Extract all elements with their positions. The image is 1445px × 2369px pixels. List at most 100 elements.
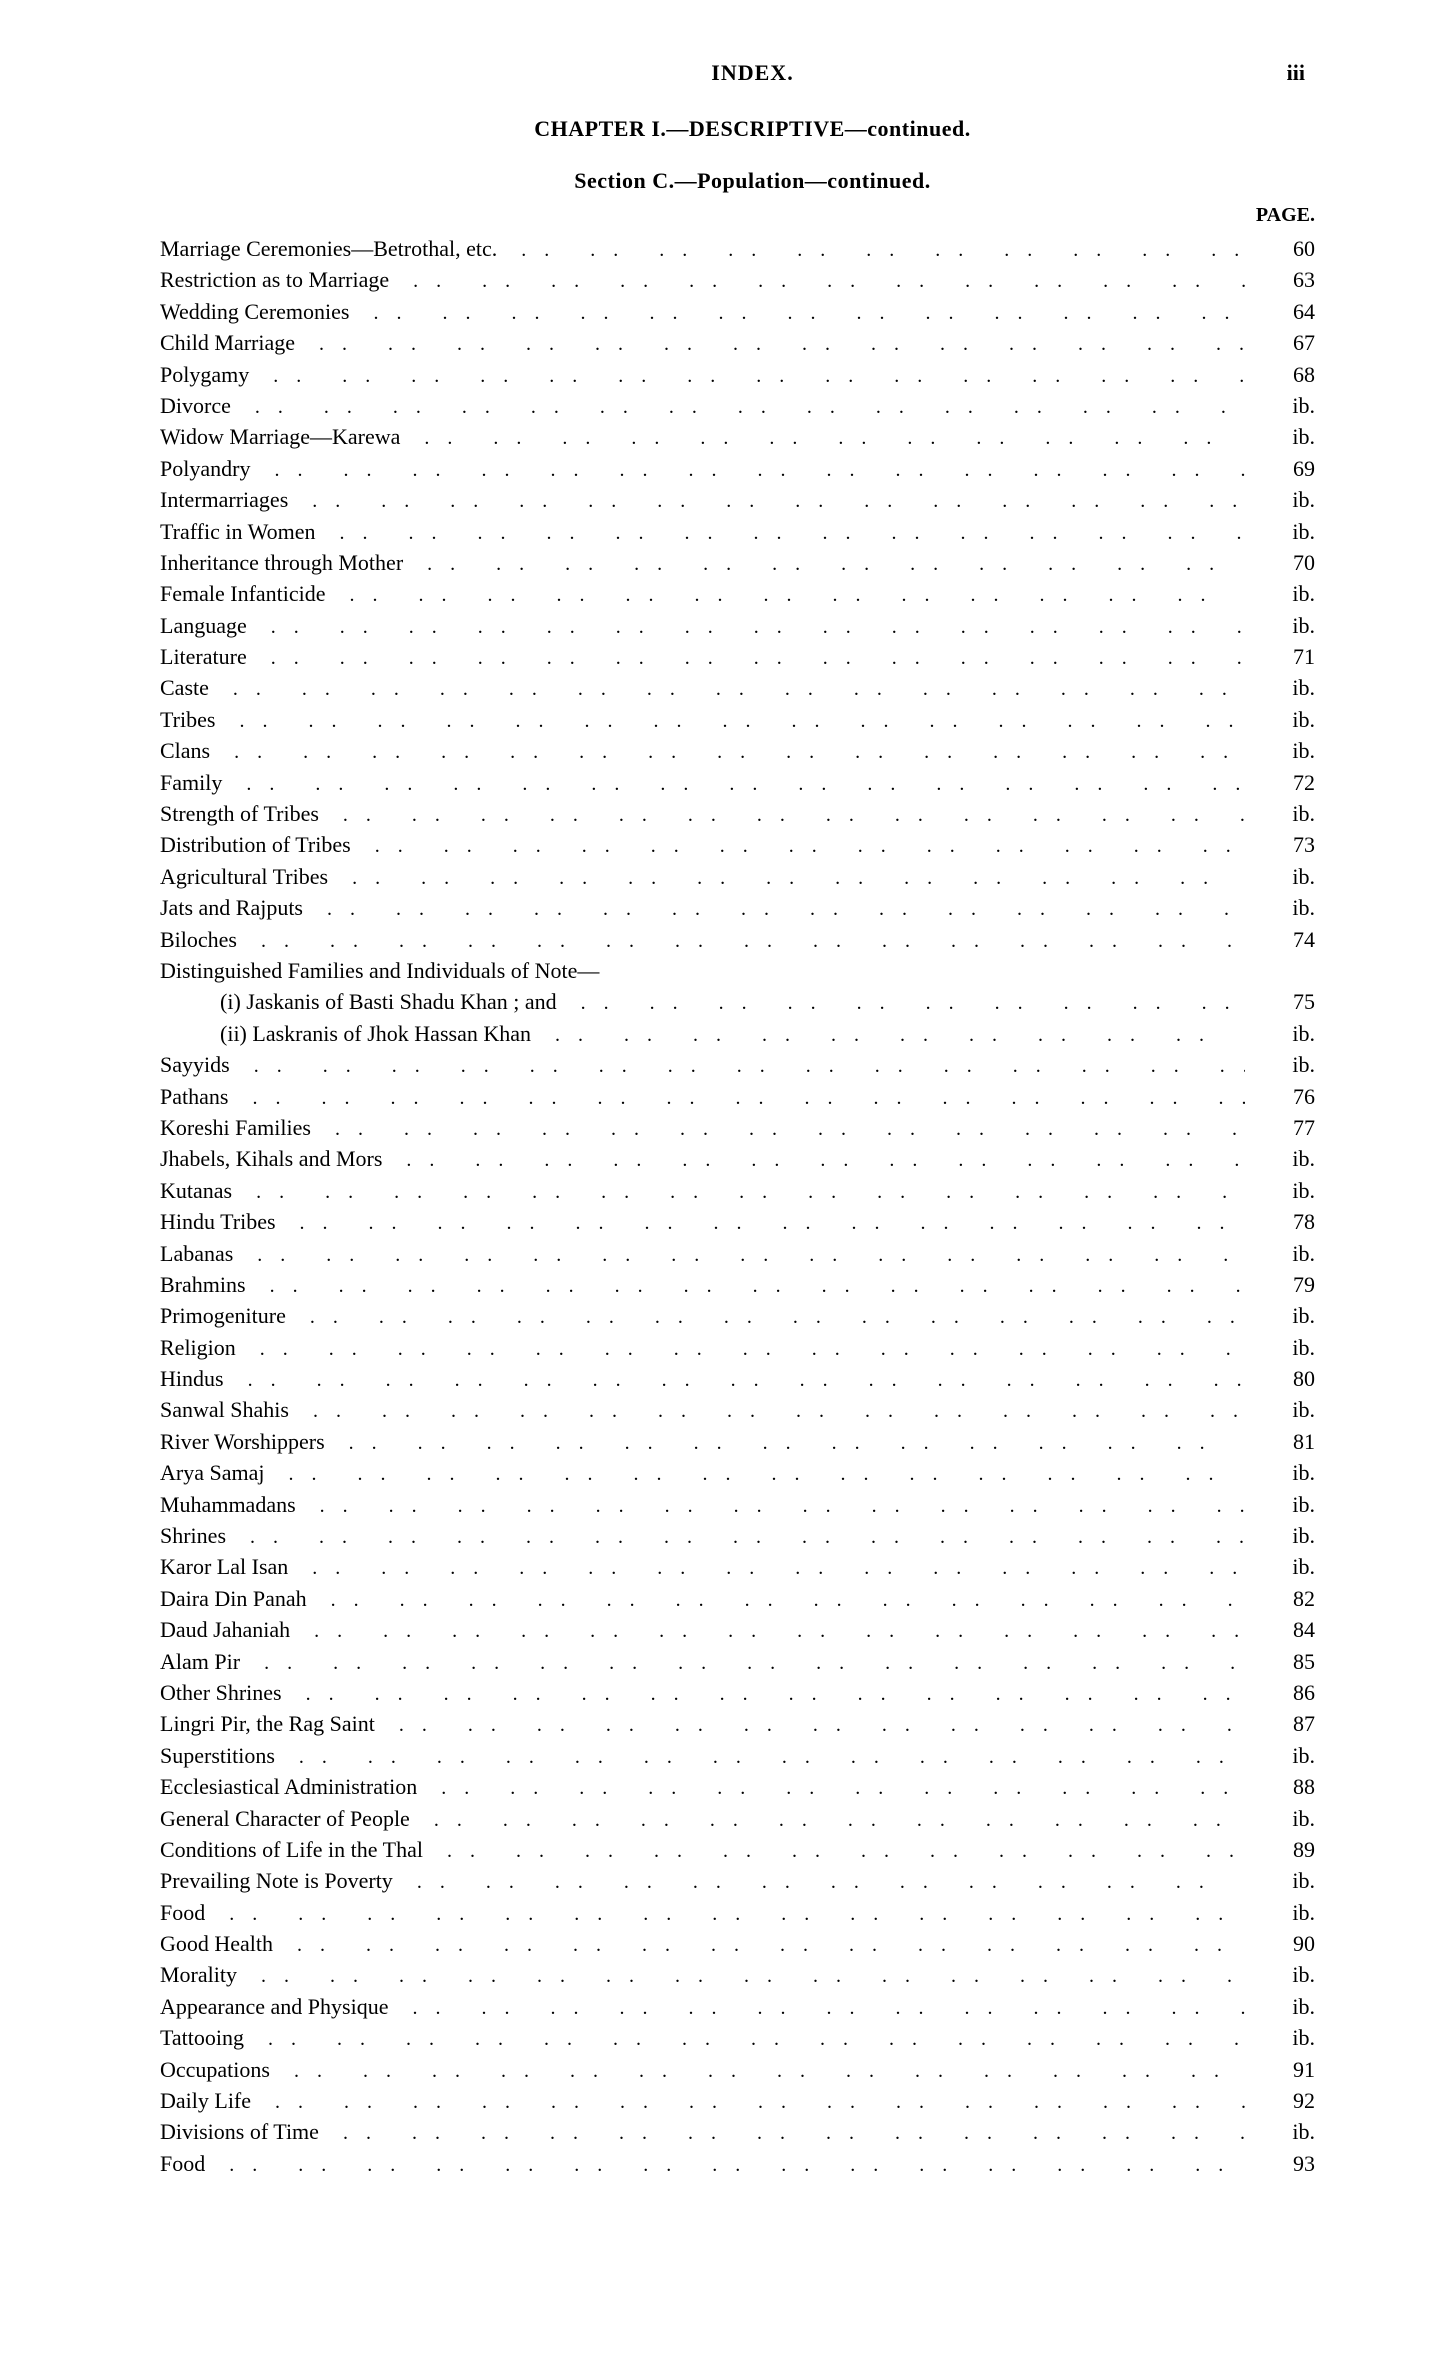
index-entry-page: ib. bbox=[1245, 861, 1345, 892]
index-entry-page: ib. bbox=[1245, 704, 1345, 735]
index-row: Superstitions.. .. .. .. .. .. .. .. .. … bbox=[160, 1740, 1345, 1771]
index-row: Ecclesiastical Administration.. .. .. ..… bbox=[160, 1771, 1345, 1802]
index-row: (ii) Laskranis of Jhok Hassan Khan.. .. … bbox=[160, 1018, 1345, 1049]
index-row: Conditions of Life in the Thal.. .. .. .… bbox=[160, 1834, 1345, 1865]
index-row: River Worshippers.. .. .. .. .. .. .. ..… bbox=[160, 1426, 1345, 1457]
index-row: Language.. .. .. .. .. .. .. .. .. .. ..… bbox=[160, 610, 1345, 641]
index-entry-label: Ecclesiastical Administration bbox=[160, 1771, 417, 1802]
dot-leader: .. .. .. .. .. .. .. .. .. .. .. .. .. .… bbox=[237, 1962, 1245, 1990]
index-entry-label: Shrines bbox=[160, 1520, 226, 1551]
dot-leader: .. .. .. .. .. .. .. .. .. .. .. .. .. .… bbox=[417, 1774, 1245, 1802]
index-row: Caste.. .. .. .. .. .. .. .. .. .. .. ..… bbox=[160, 672, 1345, 703]
index-entry-label: Pathans bbox=[160, 1081, 228, 1112]
dot-leader: .. .. .. .. .. .. .. .. .. .. .. .. .. .… bbox=[270, 2057, 1245, 2085]
index-entry-page: ib. bbox=[1245, 1865, 1345, 1896]
dot-leader: .. .. .. .. .. .. .. .. .. .. .. .. .. .… bbox=[249, 362, 1245, 390]
index-entry-label: Good Health bbox=[160, 1928, 273, 1959]
index-entry-label: Hindu Tribes bbox=[160, 1206, 276, 1237]
index-entry-label: Polygamy bbox=[160, 359, 249, 390]
dot-leader: .. .. .. .. .. .. .. .. .. .. .. .. .. .… bbox=[230, 1052, 1245, 1080]
index-entry-label: Hindus bbox=[160, 1363, 224, 1394]
index-row: Biloches.. .. .. .. .. .. .. .. .. .. ..… bbox=[160, 924, 1345, 955]
index-row: Muhammadans.. .. .. .. .. .. .. .. .. ..… bbox=[160, 1489, 1345, 1520]
index-row: Divisions of Time.. .. .. .. .. .. .. ..… bbox=[160, 2116, 1345, 2147]
index-row: (i) Jaskanis of Basti Shadu Khan ; and..… bbox=[160, 986, 1345, 1017]
index-entry-page: ib. bbox=[1245, 1991, 1345, 2022]
dot-leader: .. .. .. .. .. .. .. .. .. .. .. .. .. .… bbox=[231, 393, 1245, 421]
index-entry-page: 78 bbox=[1245, 1206, 1345, 1237]
index-entry-label: Tribes bbox=[160, 704, 215, 735]
index-row: Food.. .. .. .. .. .. .. .. .. .. .. .. … bbox=[160, 2148, 1345, 2179]
index-entry-page: ib. bbox=[1245, 1740, 1345, 1771]
index-entry-page: 71 bbox=[1245, 641, 1345, 672]
index-entry-label: Superstitions bbox=[160, 1740, 275, 1771]
index-entry-page: ib. bbox=[1245, 1018, 1345, 1049]
index-row: Labanas.. .. .. .. .. .. .. .. .. .. .. … bbox=[160, 1238, 1345, 1269]
index-entry-page: ib. bbox=[1245, 1551, 1345, 1582]
index-entry-label: Child Marriage bbox=[160, 327, 295, 358]
dot-leader: .. .. .. .. .. .. .. .. .. .. .. .. .. .… bbox=[247, 644, 1245, 672]
index-row: Distribution of Tribes.. .. .. .. .. .. … bbox=[160, 829, 1345, 860]
dot-leader: .. .. .. .. .. .. .. .. .. .. .. .. .. .… bbox=[375, 1711, 1245, 1739]
running-head: INDEX. bbox=[711, 60, 793, 86]
dot-leader: .. .. .. .. .. .. .. .. .. .. .. .. .. .… bbox=[288, 1554, 1245, 1582]
index-entry-page: ib. bbox=[1245, 1457, 1345, 1488]
index-entry-page: ib. bbox=[1245, 1959, 1345, 1990]
index-row: Polyandry.. .. .. .. .. .. .. .. .. .. .… bbox=[160, 453, 1345, 484]
index-entry-page: 92 bbox=[1245, 2085, 1345, 2116]
index-row: General Character of People.. .. .. .. .… bbox=[160, 1803, 1345, 1834]
index-entry-label: Intermarriages bbox=[160, 484, 288, 515]
dot-leader: .. .. .. .. .. .. .. .. .. .. .. .. .. .… bbox=[251, 2088, 1245, 2116]
index-entry-page: ib. bbox=[1245, 421, 1345, 452]
index-entry-page: ib. bbox=[1245, 2022, 1345, 2053]
index-entry-label: Conditions of Life in the Thal bbox=[160, 1834, 423, 1865]
dot-leader: .. .. .. .. .. .. .. .. .. .. .. .. .. .… bbox=[531, 1021, 1245, 1049]
index-row: Child Marriage.. .. .. .. .. .. .. .. ..… bbox=[160, 327, 1345, 358]
index-row: Lingri Pir, the Rag Saint.. .. .. .. .. … bbox=[160, 1708, 1345, 1739]
index-entry-label: Sanwal Shahis bbox=[160, 1394, 289, 1425]
dot-leader: .. .. .. .. .. .. .. .. .. .. .. .. .. .… bbox=[497, 236, 1245, 264]
index-row: Arya Samaj.. .. .. .. .. .. .. .. .. .. … bbox=[160, 1457, 1345, 1488]
index-entry-label: Arya Samaj bbox=[160, 1457, 264, 1488]
index-entry-page: 63 bbox=[1245, 264, 1345, 295]
dot-leader: .. .. .. .. .. .. .. .. .. .. .. .. .. .… bbox=[209, 675, 1245, 703]
index-entry-page: 87 bbox=[1245, 1708, 1345, 1739]
index-entry-label: Brahmins bbox=[160, 1269, 246, 1300]
index-entry-page: 91 bbox=[1245, 2054, 1345, 2085]
dot-leader: .. .. .. .. .. .. .. .. .. .. .. .. .. .… bbox=[319, 2119, 1245, 2147]
dot-leader: .. .. .. .. .. .. .. .. .. .. .. .. .. .… bbox=[388, 1994, 1245, 2022]
index-entry-page: 88 bbox=[1245, 1771, 1345, 1802]
index-entry-label: Wedding Ceremonies bbox=[160, 296, 349, 327]
index-row: Agricultural Tribes.. .. .. .. .. .. .. … bbox=[160, 861, 1345, 892]
dot-leader: .. .. .. .. .. .. .. .. .. .. .. .. .. .… bbox=[351, 832, 1245, 860]
index-entry-label: Agricultural Tribes bbox=[160, 861, 328, 892]
index-entry-page: ib. bbox=[1245, 735, 1345, 766]
index-row: Sayyids.. .. .. .. .. .. .. .. .. .. .. … bbox=[160, 1049, 1345, 1080]
dot-leader: .. .. .. .. .. .. .. .. .. .. .. .. .. .… bbox=[319, 801, 1245, 829]
index-entry-label: (i) Jaskanis of Basti Shadu Khan ; and bbox=[160, 986, 557, 1017]
index-row: Tattooing.. .. .. .. .. .. .. .. .. .. .… bbox=[160, 2022, 1345, 2053]
index-entry-page: ib. bbox=[1245, 1394, 1345, 1425]
index-entry-page: ib. bbox=[1245, 1897, 1345, 1928]
index-entry-label: Muhammadans bbox=[160, 1489, 296, 1520]
index-entry-page: 81 bbox=[1245, 1426, 1345, 1457]
index-entry-page: 69 bbox=[1245, 453, 1345, 484]
index-entry-page: 89 bbox=[1245, 1834, 1345, 1865]
index-entry-label: Koreshi Families bbox=[160, 1112, 311, 1143]
index-entry-label: Distribution of Tribes bbox=[160, 829, 351, 860]
index-row: Alam Pir.. .. .. .. .. .. .. .. .. .. ..… bbox=[160, 1646, 1345, 1677]
index-entry-page: ib. bbox=[1245, 484, 1345, 515]
index-entry-label: Tattooing bbox=[160, 2022, 244, 2053]
dot-leader: .. .. .. .. .. .. .. .. .. .. .. .. .. .… bbox=[328, 864, 1245, 892]
section-heading: Section C.—Population—continued. bbox=[160, 168, 1345, 194]
dot-leader: .. .. .. .. .. .. .. .. .. .. .. .. .. .… bbox=[233, 1241, 1245, 1269]
dot-leader: .. .. .. .. .. .. .. .. .. .. .. .. .. .… bbox=[311, 1115, 1245, 1143]
index-row: Sanwal Shahis.. .. .. .. .. .. .. .. .. … bbox=[160, 1394, 1345, 1425]
index-entry-page: ib. bbox=[1245, 516, 1345, 547]
index-entry-label: Divisions of Time bbox=[160, 2116, 319, 2147]
index-entry-label: Food bbox=[160, 2148, 205, 2179]
dot-leader: .. .. .. .. .. .. .. .. .. .. .. .. .. .… bbox=[382, 1146, 1245, 1174]
dot-leader: .. .. .. .. .. .. .. .. .. .. .. .. .. .… bbox=[303, 895, 1245, 923]
dot-leader: .. .. .. .. .. .. .. .. .. .. .. .. .. .… bbox=[325, 1429, 1245, 1457]
index-entry-label: Morality bbox=[160, 1959, 237, 1990]
